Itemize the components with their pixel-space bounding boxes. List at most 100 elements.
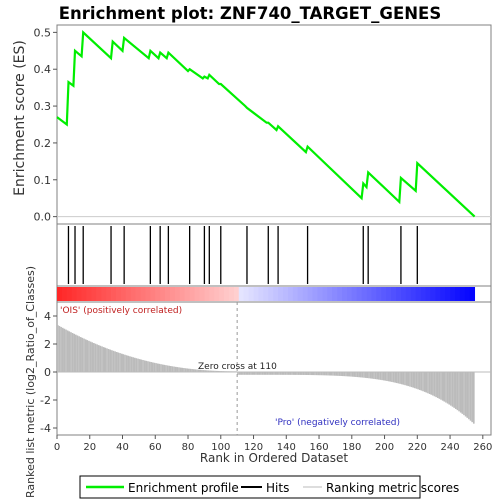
rank-bar-segment — [179, 287, 186, 301]
metric-bar — [274, 372, 277, 375]
metric-axis-label: Ranked list metric (log2_Ratio_of_Classe… — [24, 266, 37, 498]
metric-bar — [138, 359, 141, 372]
rank-bar-segment — [415, 287, 421, 301]
metric-bar — [150, 362, 152, 372]
metric-bar — [363, 372, 365, 378]
rank-bar-segment — [459, 287, 466, 301]
metric-bar — [142, 359, 144, 372]
metric-bar — [369, 372, 372, 379]
metric-bar — [315, 372, 318, 376]
metric-bar — [88, 340, 90, 372]
rank-bar-segment — [391, 287, 397, 301]
metric-bar — [428, 372, 431, 394]
es-tick-label: 0.2 — [34, 137, 52, 150]
metric-bar — [132, 357, 134, 372]
x-tick-label: 120 — [244, 442, 263, 453]
rank-bar-segment — [287, 287, 294, 301]
rank-bar-segment — [170, 287, 176, 301]
metric-bar — [196, 369, 198, 372]
metric-bar — [294, 372, 297, 375]
metric-bar — [410, 372, 413, 388]
rank-bar-segment — [106, 287, 112, 301]
rank-bar-segment — [160, 287, 166, 301]
metric-bar — [292, 372, 295, 375]
rank-bar-segment — [346, 287, 353, 301]
metric-bar — [79, 337, 82, 372]
metric-bar — [279, 372, 282, 375]
metric-bar — [181, 367, 184, 372]
metric-bar — [399, 372, 401, 384]
metric-bar — [114, 351, 116, 372]
metric-bar — [281, 372, 284, 375]
metric-bar — [145, 360, 148, 372]
metric-bar — [191, 369, 193, 372]
rank-bar-segment — [224, 287, 230, 301]
rank-bar-segment — [273, 287, 279, 301]
metric-bar — [151, 362, 154, 372]
metric-bar — [125, 355, 128, 372]
rank-bar-segment — [263, 287, 269, 301]
metric-bar — [420, 372, 423, 391]
metric-bar — [179, 367, 182, 372]
metric-bar — [248, 372, 251, 375]
hits-area — [56, 223, 492, 287]
metric-bar — [63, 328, 66, 372]
metric-bar — [107, 348, 110, 372]
metric-bar — [471, 372, 473, 423]
metric-bar — [287, 372, 290, 375]
metric-bar — [466, 372, 469, 418]
metric-bar — [323, 372, 326, 376]
rank-bar-segment — [440, 287, 446, 301]
metric-bar — [366, 372, 369, 379]
metric-bar — [456, 372, 459, 411]
metric-bar — [332, 372, 334, 376]
rank-bar-segment — [469, 287, 476, 301]
rank-bar-segment — [214, 287, 220, 301]
hits-panel — [56, 223, 492, 287]
rank-bar-segment — [312, 287, 318, 301]
metric-bar — [143, 360, 146, 372]
metric-bar — [309, 372, 311, 376]
metric-bar — [297, 372, 300, 375]
metric-bar — [422, 372, 424, 392]
metric-bar — [94, 343, 97, 372]
metric-bar — [246, 372, 249, 375]
metric-bar — [89, 341, 92, 372]
rank-bar-segment — [174, 287, 181, 301]
metric-bar — [186, 368, 189, 372]
metric-bar — [156, 363, 159, 372]
rank-bar-segment — [91, 287, 97, 301]
rank-bar-segment — [366, 287, 372, 301]
metric-bar — [192, 369, 195, 372]
metric-bar — [461, 372, 464, 414]
metric-bar — [402, 372, 405, 385]
metric-bar — [83, 338, 85, 372]
x-tick-label: 240 — [441, 442, 460, 453]
metric-bar — [361, 372, 364, 378]
x-tick-label: 220 — [408, 442, 427, 453]
x-tick-label: 60 — [149, 442, 162, 453]
metric-bar — [382, 372, 385, 381]
metric-bar — [188, 368, 190, 372]
rank-bar-segment — [165, 287, 171, 301]
metric-bar — [99, 345, 102, 372]
metric-bar — [243, 372, 246, 375]
rank-bar-segment — [341, 287, 348, 301]
rank-bar-segment — [189, 287, 195, 301]
metric-tick-label: 2 — [44, 338, 51, 351]
metric-bar — [58, 326, 61, 372]
metric-bar — [240, 372, 243, 375]
rank-bar-segment — [376, 287, 382, 301]
rank-bar-segment — [140, 287, 146, 301]
metric-bar — [129, 356, 131, 372]
metric-bar — [119, 353, 121, 372]
metric-bar — [371, 372, 374, 379]
metric-bar — [238, 372, 241, 375]
metric-bar — [102, 347, 105, 372]
metric-bar — [304, 372, 306, 375]
es-panel: 0.0 0.1 0.2 0.3 0.4 0.5 — [34, 24, 492, 225]
metric-bar — [348, 372, 351, 377]
rank-bar-segment — [292, 287, 299, 301]
rank-bar-segment — [115, 287, 122, 301]
